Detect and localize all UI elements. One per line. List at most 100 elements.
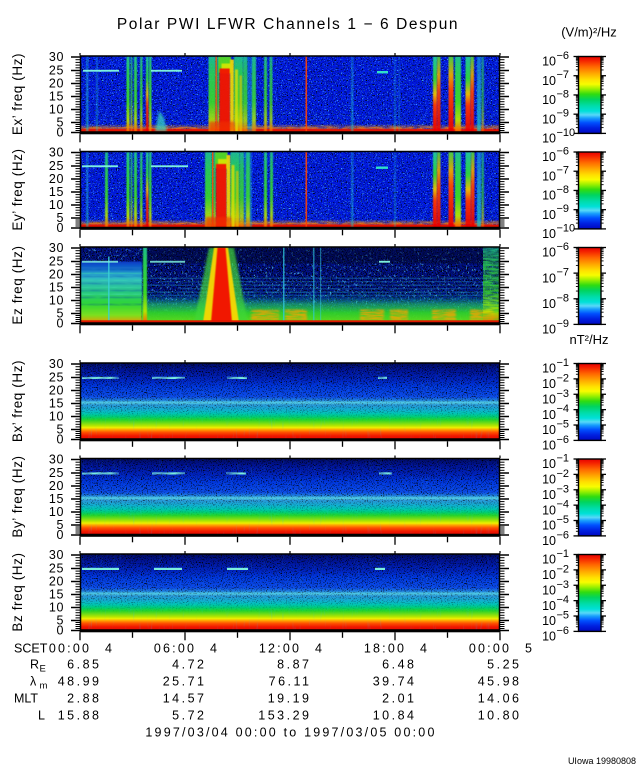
svg-text:45.98: 45.98 — [478, 675, 522, 689]
svg-text:30: 30 — [49, 50, 64, 64]
svg-text:5: 5 — [56, 211, 64, 225]
svg-text:76.11: 76.11 — [269, 675, 312, 689]
svg-text:−9: −9 — [557, 203, 570, 215]
svg-text:10: 10 — [542, 630, 556, 644]
svg-text:20: 20 — [49, 575, 64, 589]
svg-text:Bx’ freq (Hz): Bx’ freq (Hz) — [10, 360, 25, 442]
svg-text:−5: −5 — [557, 514, 570, 526]
svg-text:10: 10 — [542, 377, 556, 391]
svg-text:10: 10 — [542, 519, 556, 533]
svg-text:10: 10 — [542, 74, 556, 88]
svg-text:10: 10 — [49, 198, 64, 212]
svg-text:0: 0 — [56, 433, 64, 447]
svg-text:10: 10 — [542, 423, 556, 437]
svg-text:L: L — [38, 709, 45, 723]
svg-text:10: 10 — [542, 553, 556, 567]
svg-text:UIowa 19980808: UIowa 19980808 — [568, 756, 636, 766]
svg-text:10: 10 — [49, 601, 64, 615]
svg-text:−7: −7 — [557, 267, 570, 279]
svg-text:20: 20 — [49, 172, 64, 186]
svg-text:10: 10 — [542, 473, 556, 487]
svg-text:−8: −8 — [557, 292, 570, 304]
svg-text:5: 5 — [56, 423, 64, 437]
svg-text:−10: −10 — [557, 127, 576, 139]
svg-text:30: 30 — [49, 357, 64, 371]
svg-text:Ey’ freq (Hz): Ey’ freq (Hz) — [10, 148, 25, 230]
svg-text:−2: −2 — [557, 468, 570, 480]
svg-text:−9: −9 — [557, 108, 570, 120]
svg-text:−6: −6 — [557, 146, 570, 158]
svg-text:5: 5 — [56, 518, 64, 532]
svg-text:nT²/Hz: nT²/Hz — [570, 332, 609, 347]
svg-text:−3: −3 — [557, 579, 570, 591]
svg-text:−1: −1 — [557, 357, 570, 369]
svg-text:10: 10 — [542, 323, 556, 337]
svg-text:E: E — [40, 664, 46, 675]
svg-text:5.72: 5.72 — [172, 709, 206, 723]
svg-text:5: 5 — [525, 642, 532, 656]
svg-text:10: 10 — [542, 271, 556, 285]
svg-text:10: 10 — [542, 408, 556, 422]
svg-text:m: m — [40, 681, 48, 692]
svg-text:6.48: 6.48 — [382, 658, 416, 672]
svg-text:−8: −8 — [557, 88, 570, 100]
svg-text:SCET: SCET — [14, 642, 48, 656]
svg-text:4: 4 — [420, 642, 427, 656]
svg-text:−7: −7 — [557, 69, 570, 81]
svg-text:12:00: 12:00 — [259, 642, 301, 656]
svg-text:10: 10 — [542, 150, 556, 164]
svg-text:25: 25 — [49, 64, 64, 78]
svg-text:10: 10 — [542, 439, 556, 453]
svg-text:25: 25 — [49, 466, 64, 480]
svg-text:10: 10 — [542, 583, 556, 597]
svg-text:2.88: 2.88 — [67, 692, 101, 706]
svg-text:−4: −4 — [557, 594, 570, 606]
svg-text:15: 15 — [49, 492, 64, 506]
svg-text:−9: −9 — [557, 318, 570, 330]
svg-text:06:00: 06:00 — [154, 642, 196, 656]
svg-text:25: 25 — [49, 159, 64, 173]
svg-text:15: 15 — [49, 185, 64, 199]
svg-text:0: 0 — [56, 528, 64, 542]
svg-text:2.01: 2.01 — [382, 692, 416, 706]
svg-text:−6: −6 — [557, 50, 570, 62]
svg-text:MLT: MLT — [14, 692, 38, 706]
svg-text:20: 20 — [49, 384, 64, 398]
svg-text:10: 10 — [49, 103, 64, 117]
svg-text:4: 4 — [210, 642, 217, 656]
svg-text:25: 25 — [49, 562, 64, 576]
svg-text:14.06: 14.06 — [478, 692, 522, 706]
svg-text:0: 0 — [56, 624, 64, 638]
svg-text:0: 0 — [56, 126, 64, 140]
svg-text:4.72: 4.72 — [172, 658, 206, 672]
svg-text:Ez freq (Hz): Ez freq (Hz) — [10, 245, 25, 324]
svg-text:10: 10 — [49, 505, 64, 519]
svg-text:Polar PWI LFWR Channels 1 − 6: Polar PWI LFWR Channels 1 − 6 Despun — [117, 16, 459, 33]
svg-text:0: 0 — [56, 317, 64, 331]
svg-text:00:00: 00:00 — [469, 642, 511, 656]
svg-text:14.57: 14.57 — [163, 692, 207, 706]
svg-text:15: 15 — [49, 588, 64, 602]
svg-text:−3: −3 — [557, 483, 570, 495]
svg-text:30: 30 — [49, 453, 64, 467]
svg-text:8.87: 8.87 — [277, 658, 311, 672]
svg-text:30: 30 — [49, 548, 64, 562]
svg-text:15: 15 — [49, 397, 64, 411]
svg-text:10: 10 — [49, 410, 64, 424]
svg-text:153.29: 153.29 — [258, 709, 311, 723]
svg-text:10: 10 — [542, 614, 556, 628]
svg-text:Bz freq (Hz): Bz freq (Hz) — [10, 552, 25, 631]
svg-text:−6: −6 — [557, 625, 570, 637]
svg-text:−6: −6 — [557, 241, 570, 253]
svg-text:25: 25 — [49, 255, 64, 269]
svg-text:−8: −8 — [557, 184, 570, 196]
svg-text:−7: −7 — [557, 165, 570, 177]
svg-text:−3: −3 — [557, 388, 570, 400]
svg-text:39.74: 39.74 — [373, 675, 417, 689]
svg-text:10: 10 — [542, 132, 556, 146]
svg-text:15: 15 — [49, 90, 64, 104]
svg-text:10: 10 — [542, 246, 556, 260]
svg-text:−2: −2 — [557, 372, 570, 384]
svg-text:−1: −1 — [557, 548, 570, 560]
svg-text:10: 10 — [542, 189, 556, 203]
